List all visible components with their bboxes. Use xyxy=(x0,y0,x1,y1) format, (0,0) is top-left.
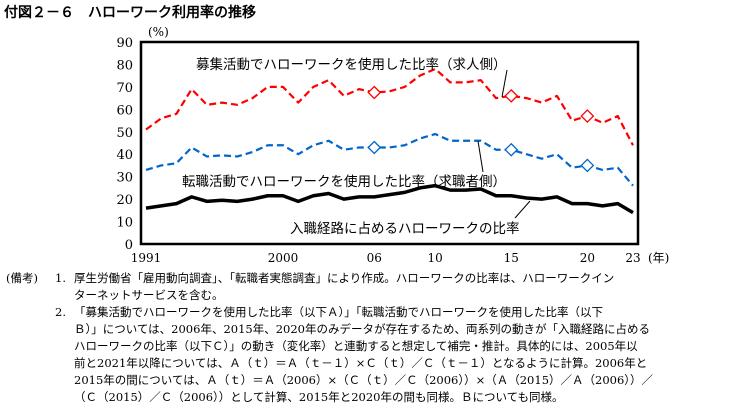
note-1: (備考) 1. 厚生労働省「雇用動向調査」、「転職者実態調査」により作成。ハロー… xyxy=(6,270,736,304)
note-line: 厚生労働省「雇用動向調査」、「転職者実態調査」により作成。ハローワークの比率は、… xyxy=(74,271,615,285)
series-label: 募集活動でハローワークを使用した比率（求人側） xyxy=(196,56,507,73)
note-line: 前と2021年以降については、Ａ（ｔ）＝Ａ（ｔ－１）×Ｃ（ｔ）／Ｃ（ｔ－１）とな… xyxy=(74,356,648,370)
y-tick-label: 0 xyxy=(125,238,133,253)
x-tick-label: 10 xyxy=(428,251,443,265)
y-tick-label: 60 xyxy=(116,103,133,118)
note-number: 2. xyxy=(55,305,66,319)
diamond-marker xyxy=(580,158,595,173)
diamond-marker xyxy=(580,109,595,123)
series-label: 入職経路に占めるハローワークの比率 xyxy=(290,220,520,237)
note-number: 1. xyxy=(55,271,66,285)
note-line: ハローワークの比率（以下Ｃ）」の動き（変化率）と連動すると想定して補完・推計。具… xyxy=(74,339,638,353)
y-tick-label: 20 xyxy=(116,193,133,208)
notes: (備考) 1. 厚生労働省「雇用動向調査」、「転職者実態調査」により作成。ハロー… xyxy=(6,270,736,406)
y-tick-label: 90 xyxy=(116,36,133,51)
note-2: 2. 「募集活動でハローワークを使用した比率（以下Ａ）」「転職活動でハローワーク… xyxy=(6,304,736,406)
series-label: 転職活動でハローワークを使用した比率（求職者側） xyxy=(182,173,506,190)
x-tick-label: 2000 xyxy=(268,251,299,265)
series-line-2 xyxy=(145,132,634,187)
note-line: ターネットサービスを含む。 xyxy=(74,288,224,302)
y-tick-label: 50 xyxy=(116,126,133,141)
note-line: Ｂ）」については、2006年、2015年、2020年のみデータが存在するため、両… xyxy=(74,322,650,336)
y-tick-label: 80 xyxy=(116,58,133,73)
annotation-arrow xyxy=(501,69,508,98)
diamond-marker xyxy=(367,85,382,100)
x-tick-label: 1991 xyxy=(131,251,162,265)
note-line: 2015年の間については、Ａ（ｔ）＝Ａ（2006）×（Ｃ（ｔ）／Ｃ（2006））… xyxy=(74,373,654,387)
line-chart: 0 10 20 30 40 50 60 70 80 90 (%) 1991 2000 06 10 15 20 23… xyxy=(116,25,669,265)
series-line-3 xyxy=(145,183,634,215)
annotation-arrow xyxy=(514,200,531,219)
x-tick-label: 23 xyxy=(625,251,640,265)
diamond-marker xyxy=(367,140,382,155)
notes-label: (備考) xyxy=(6,271,38,285)
x-tick-label: 15 xyxy=(504,251,519,265)
diamond-marker xyxy=(504,142,519,157)
x-axis-unit: (年) xyxy=(648,251,669,265)
x-tick-label: 20 xyxy=(580,251,595,265)
note-line: 「募集活動でハローワークを使用した比率（以下Ａ）」「転職活動でハローワークを使用… xyxy=(74,305,603,319)
annotation-arrow xyxy=(477,140,484,173)
series-line-1 xyxy=(145,67,634,146)
plot-frame xyxy=(139,40,640,246)
y-tick-label: 70 xyxy=(116,81,133,96)
diamond-marker xyxy=(504,88,519,103)
y-tick-label: 40 xyxy=(116,148,133,163)
note-text: 「募集活動でハローワークを使用した比率（以下Ａ）」「転職活動でハローワークを使用… xyxy=(74,304,736,406)
y-tick-label: 10 xyxy=(116,216,133,231)
figure-title: 付図２－６ ハローワーク利用率の推移 xyxy=(4,5,256,21)
note-text: 厚生労働省「雇用動向調査」、「転職者実態調査」により作成。ハローワークの比率は、… xyxy=(74,270,736,304)
x-tick-label: 06 xyxy=(367,251,382,265)
y-tick-label: 30 xyxy=(116,171,133,186)
y-axis-unit: (%) xyxy=(148,25,169,39)
note-line: （Ｃ（2015）／Ｃ（2006））として計算、2015年と2020年の間も同様。… xyxy=(74,390,564,404)
